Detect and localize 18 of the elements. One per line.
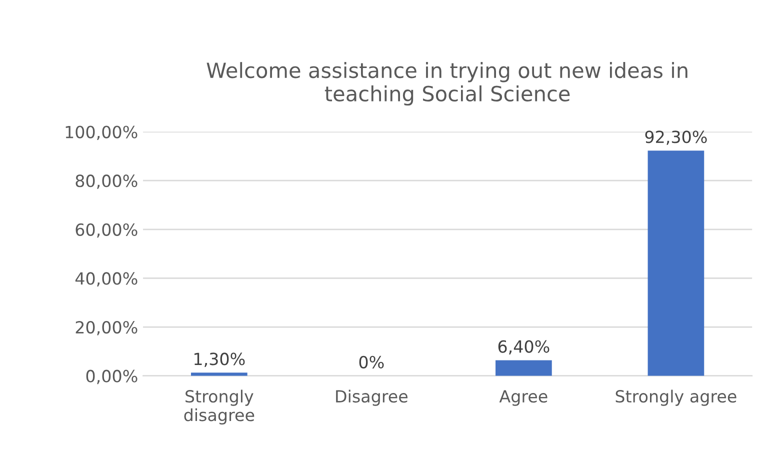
bar [190, 372, 248, 376]
bar [496, 360, 552, 376]
y-tick-label: 80,00% [76, 174, 138, 189]
data-label: 1,30% [194, 352, 245, 367]
x-tick-label: Disagree [336, 390, 408, 406]
x-tick-label: Agree [499, 390, 548, 406]
y-tick-label: 100,00% [66, 126, 138, 140]
y-tick-label: 40,00% [75, 272, 138, 286]
chart-title: Welcome assistance in trying out new ideas in teaching Social Science [206, 62, 688, 106]
bar [648, 150, 704, 376]
x-tick-label: Strongly agree [616, 390, 736, 406]
data-label: 92,30% [645, 130, 707, 145]
y-tick-label: 60,00% [76, 223, 138, 238]
data-label: 0% [359, 356, 384, 368]
x-tick-label: Strongly disagree [184, 390, 254, 425]
y-tick-label: 20,00% [76, 320, 138, 336]
y-tick-label: 0,00% [86, 370, 138, 384]
data-label: 6,40% [498, 340, 550, 355]
